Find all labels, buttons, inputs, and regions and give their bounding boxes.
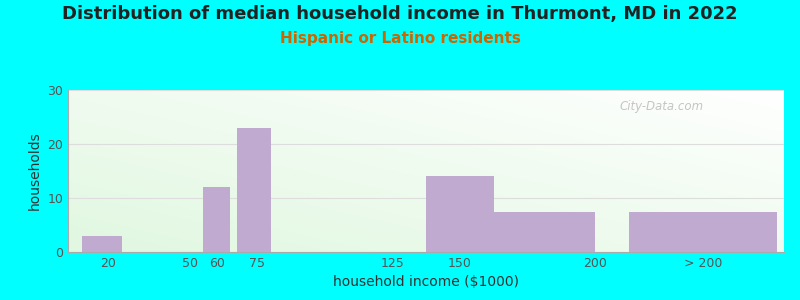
Text: Distribution of median household income in Thurmont, MD in 2022: Distribution of median household income … <box>62 4 738 22</box>
Bar <box>629 212 778 252</box>
Bar <box>237 128 270 252</box>
Text: Hispanic or Latino residents: Hispanic or Latino residents <box>279 32 521 46</box>
Bar <box>426 176 494 252</box>
Y-axis label: households: households <box>28 132 42 210</box>
Bar <box>82 236 122 252</box>
Bar <box>203 187 230 252</box>
Bar <box>494 212 595 252</box>
Text: City-Data.com: City-Data.com <box>619 100 703 113</box>
X-axis label: household income ($1000): household income ($1000) <box>333 275 519 290</box>
